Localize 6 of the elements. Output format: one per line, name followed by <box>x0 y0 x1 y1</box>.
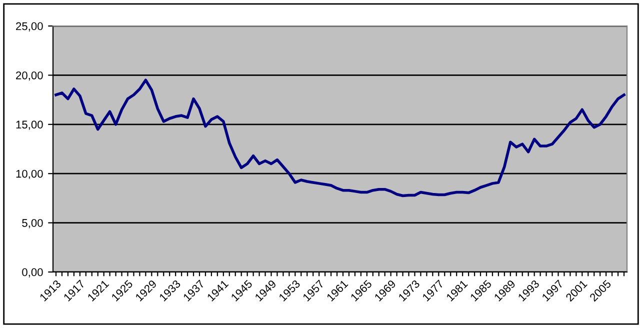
y-tick-label: 0,00 <box>22 268 43 278</box>
y-tick-label: 10,00 <box>16 170 43 180</box>
y-tick-label: 20,00 <box>16 71 43 81</box>
y-tick-label: 25,00 <box>16 22 43 32</box>
y-tick-label: 5,00 <box>22 219 43 228</box>
y-tick-label: 15,00 <box>16 120 43 130</box>
